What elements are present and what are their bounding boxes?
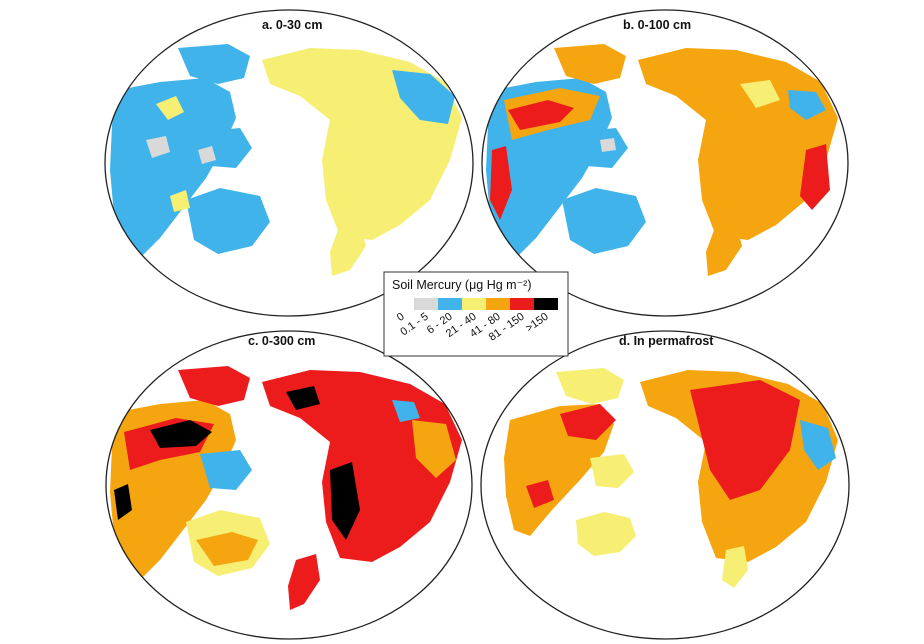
region-east-siberia [788, 90, 826, 120]
region-na-red [560, 404, 616, 440]
region-low-values [146, 136, 170, 158]
legend-swatch [438, 298, 462, 310]
region-eurasia-black-2 [286, 386, 320, 410]
legend-swatch [510, 298, 534, 310]
map-panel-d-border [480, 330, 850, 640]
region-mixed-2 [170, 190, 190, 212]
map-panel-d: d. In permafrost [480, 330, 850, 640]
map-panel-d-land [504, 368, 838, 588]
region-mixed [156, 96, 184, 120]
map-panel-a-title: a. 0-30 cm [262, 18, 322, 32]
region-na-red [508, 100, 574, 130]
legend-swatch [462, 298, 486, 310]
map-panel-a-border [104, 9, 474, 317]
region-eurasia-orange [412, 420, 456, 478]
region-scandinavia [706, 224, 742, 276]
region-gray [600, 138, 616, 152]
legend-title: Soil Mercury (μg Hg m⁻²) [392, 278, 532, 292]
region-na-red-2 [526, 480, 554, 508]
region-greenland [576, 512, 636, 556]
legend-swatch [414, 298, 438, 310]
region-alaska [178, 366, 250, 406]
region-eurasia-yellow [740, 80, 780, 108]
legend-swatches [390, 298, 558, 310]
legend-swatch [486, 298, 510, 310]
legend-box [383, 271, 569, 357]
map-panel-b-border [481, 9, 849, 317]
region-scandinavia [722, 546, 748, 588]
map-panel-b-land [486, 44, 838, 276]
region-low-values-2 [198, 146, 216, 164]
region-eurasia-red [800, 144, 830, 210]
region-greenland [186, 188, 270, 254]
region-alaska [554, 44, 626, 84]
map-panel-b: b. 0-100 cm [481, 9, 849, 317]
map-panel-c-border [105, 330, 473, 640]
region-alaska [178, 44, 250, 84]
map-panel-c: c. 0-300 cm [105, 330, 473, 640]
map-panel-c-land [110, 366, 462, 610]
region-eurasia-black [330, 462, 360, 540]
region-east-siberia [800, 420, 836, 470]
map-panel-a: a. 0-30 cm [104, 9, 474, 317]
legend-swatch [534, 298, 558, 310]
region-na-black-2 [114, 484, 132, 520]
region-scandinavia [330, 224, 366, 276]
legend-label: 0 [395, 311, 407, 324]
region-alaska [556, 368, 624, 404]
map-panel-b-title: b. 0-100 cm [623, 18, 691, 32]
region-na-red-2 [490, 146, 512, 220]
region-na-black [150, 420, 212, 448]
region-north-america [110, 78, 236, 258]
map-panel-c-title: c. 0-300 cm [248, 334, 315, 348]
region-eurasia [638, 48, 838, 240]
legend: Soil Mercury (μg Hg m⁻²) 00.1 - 56 - 202… [383, 271, 569, 357]
legend-swatch [390, 298, 414, 310]
region-eurasia-red [690, 380, 800, 500]
region-arctic-islands [590, 454, 634, 488]
region-greenland-orange [196, 532, 258, 566]
region-scandinavia [288, 554, 320, 610]
region-east-siberia [392, 400, 420, 422]
map-panel-d-title: d. In permafrost [619, 334, 714, 348]
region-east-siberia [392, 70, 455, 124]
map-panel-a-land [110, 44, 462, 276]
region-greenland [562, 188, 646, 254]
region-arctic-islands [200, 450, 252, 490]
